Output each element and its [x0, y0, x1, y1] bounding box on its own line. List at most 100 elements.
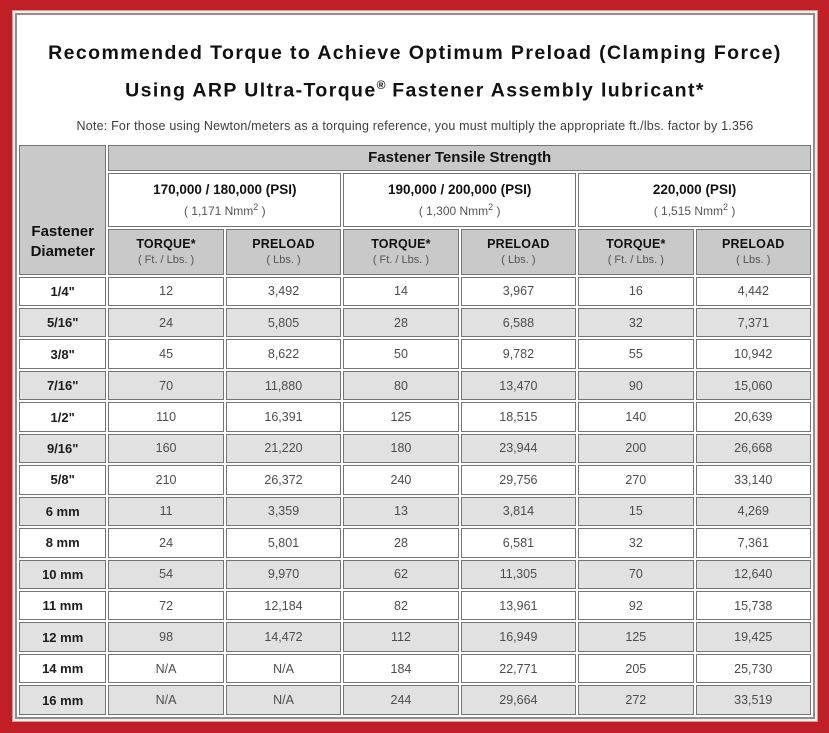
preload-value-cell: 6,581 [460, 528, 577, 558]
torque-value-cell: 45 [108, 339, 224, 369]
table-row: 5/8" 210 26,372 240 29,756 270 33,140 [19, 465, 811, 495]
torque-value-cell: 24 [108, 528, 224, 558]
preload-value-cell: 22,771 [460, 653, 577, 684]
torque-value-cell: 140 [578, 402, 694, 432]
fastener-diameter-cell: 3/8" [19, 339, 107, 369]
preload-column-header: PRELOAD ( Lbs. ) [225, 228, 342, 275]
torque-value-cell: 24 [108, 307, 224, 338]
torque-value-cell: 70 [108, 370, 224, 401]
fastener-diameter-cell: 7/16" [19, 370, 107, 401]
preload-value-cell: 5,801 [225, 528, 342, 558]
header-row-columns: TORQUE* ( Ft. / Lbs. ) PRELOAD ( Lbs. ) … [19, 228, 811, 275]
torque-value-cell: 32 [578, 307, 694, 338]
fastener-diameter-cell: 5/16" [19, 307, 107, 338]
preload-value-cell: 15,738 [695, 591, 811, 621]
preload-value-cell: 16,391 [225, 402, 342, 432]
torque-value-cell: 28 [343, 528, 459, 558]
fastener-diameter-cell: 14 mm [19, 653, 107, 684]
preload-value-cell: 11,880 [225, 370, 342, 401]
torque-value-cell: 125 [343, 402, 459, 432]
preload-value-cell: N/A [225, 685, 342, 715]
preload-value-cell: 11,305 [460, 559, 577, 590]
title-block: Recommended Torque to Achieve Optimum Pr… [17, 15, 813, 143]
torque-value-cell: 15 [578, 496, 694, 527]
preload-value-cell: 6,588 [460, 307, 577, 338]
preload-value-cell: 13,470 [460, 370, 577, 401]
torque-value-cell: 240 [343, 465, 459, 495]
preload-value-cell: 7,361 [695, 528, 811, 558]
table-row: 16 mm N/A N/A 244 29,664 272 33,519 [19, 685, 811, 715]
torque-value-cell: 98 [108, 622, 224, 652]
preload-value-cell: 3,492 [225, 276, 342, 306]
registered-trademark-symbol: ® [376, 78, 386, 92]
torque-column-header: TORQUE* ( Ft. / Lbs. ) [108, 228, 224, 275]
preload-value-cell: 9,782 [460, 339, 577, 369]
torque-value-cell: 125 [578, 622, 694, 652]
preload-value-cell: 3,359 [225, 496, 342, 527]
preload-value-cell: 9,970 [225, 559, 342, 590]
tensile-strength-header: Fastener Tensile Strength [108, 144, 811, 171]
preload-value-cell: 13,961 [460, 591, 577, 621]
torque-value-cell: 210 [108, 465, 224, 495]
torque-value-cell: 70 [578, 559, 694, 590]
torque-value-cell: 80 [343, 370, 459, 401]
table-row: 11 mm 72 12,184 82 13,961 92 15,738 [19, 591, 811, 621]
fastener-diameter-cell: 5/8" [19, 465, 107, 495]
preload-value-cell: 8,622 [225, 339, 342, 369]
preload-value-cell: 18,515 [460, 402, 577, 432]
table-row: 10 mm 54 9,970 62 11,305 70 12,640 [19, 559, 811, 590]
torque-value-cell: 270 [578, 465, 694, 495]
header-row-tensile: Fastener Diameter Fastener Tensile Stren… [19, 144, 811, 275]
preload-value-cell: 3,967 [460, 276, 577, 306]
table-wrapper: Fastener Diameter Fastener Tensile Stren… [17, 142, 813, 717]
fastener-diameter-cell: 1/4" [19, 276, 107, 306]
title-line-2: Using ARP Ultra-Torque® Fastener Assembl… [125, 78, 705, 102]
preload-value-cell: 26,668 [695, 433, 811, 464]
preload-value-cell: N/A [225, 653, 342, 684]
torque-table: Fastener Diameter Fastener Tensile Stren… [17, 142, 813, 717]
table-row: 9/16" 160 21,220 180 23,944 200 26,668 [19, 433, 811, 464]
preload-value-cell: 5,805 [225, 307, 342, 338]
fastener-diameter-cell: 6 mm [19, 496, 107, 527]
table-row: 1/2" 110 16,391 125 18,515 140 20,639 [19, 402, 811, 432]
content-panel: Recommended Torque to Achieve Optimum Pr… [15, 13, 815, 719]
torque-value-cell: 54 [108, 559, 224, 590]
torque-value-cell: 82 [343, 591, 459, 621]
header-row-psi: 170,000 / 180,000 (PSI) ( 1,171 Nmm2 ) 1… [19, 172, 811, 227]
torque-value-cell: 32 [578, 528, 694, 558]
preload-value-cell: 20,639 [695, 402, 811, 432]
preload-column-header: PRELOAD ( Lbs. ) [695, 228, 811, 275]
torque-value-cell: 14 [343, 276, 459, 306]
torque-value-cell: 200 [578, 433, 694, 464]
preload-value-cell: 12,640 [695, 559, 811, 590]
preload-value-cell: 3,814 [460, 496, 577, 527]
preload-value-cell: 25,730 [695, 653, 811, 684]
preload-value-cell: 10,942 [695, 339, 811, 369]
torque-value-cell: 244 [343, 685, 459, 715]
strength-group-1-header: 170,000 / 180,000 (PSI) ( 1,171 Nmm2 ) [108, 172, 342, 227]
preload-value-cell: 33,140 [695, 465, 811, 495]
page-title: Recommended Torque to Achieve Optimum Pr… [25, 37, 805, 107]
preload-value-cell: 12,184 [225, 591, 342, 621]
torque-value-cell: 272 [578, 685, 694, 715]
table-row: 6 mm 11 3,359 13 3,814 15 4,269 [19, 496, 811, 527]
torque-value-cell: N/A [108, 685, 224, 715]
strength-group-2-header: 190,000 / 200,000 (PSI) ( 1,300 Nmm2 ) [343, 172, 577, 227]
fastener-diameter-cell: 16 mm [19, 685, 107, 715]
torque-value-cell: 112 [343, 622, 459, 652]
title-line-1: Recommended Torque to Achieve Optimum Pr… [48, 42, 782, 64]
fastener-diameter-cell: 11 mm [19, 591, 107, 621]
preload-value-cell: 16,949 [460, 622, 577, 652]
torque-value-cell: 62 [343, 559, 459, 590]
preload-value-cell: 7,371 [695, 307, 811, 338]
preload-value-cell: 15,060 [695, 370, 811, 401]
fastener-diameter-cell: 12 mm [19, 622, 107, 652]
torque-value-cell: 90 [578, 370, 694, 401]
torque-value-cell: 11 [108, 496, 224, 527]
preload-value-cell: 19,425 [695, 622, 811, 652]
fastener-diameter-cell: 9/16" [19, 433, 107, 464]
torque-value-cell: 28 [343, 307, 459, 338]
torque-value-cell: 12 [108, 276, 224, 306]
strength-group-3-header: 220,000 (PSI) ( 1,515 Nmm2 ) [578, 172, 811, 227]
table-row: 3/8" 45 8,622 50 9,782 55 10,942 [19, 339, 811, 369]
